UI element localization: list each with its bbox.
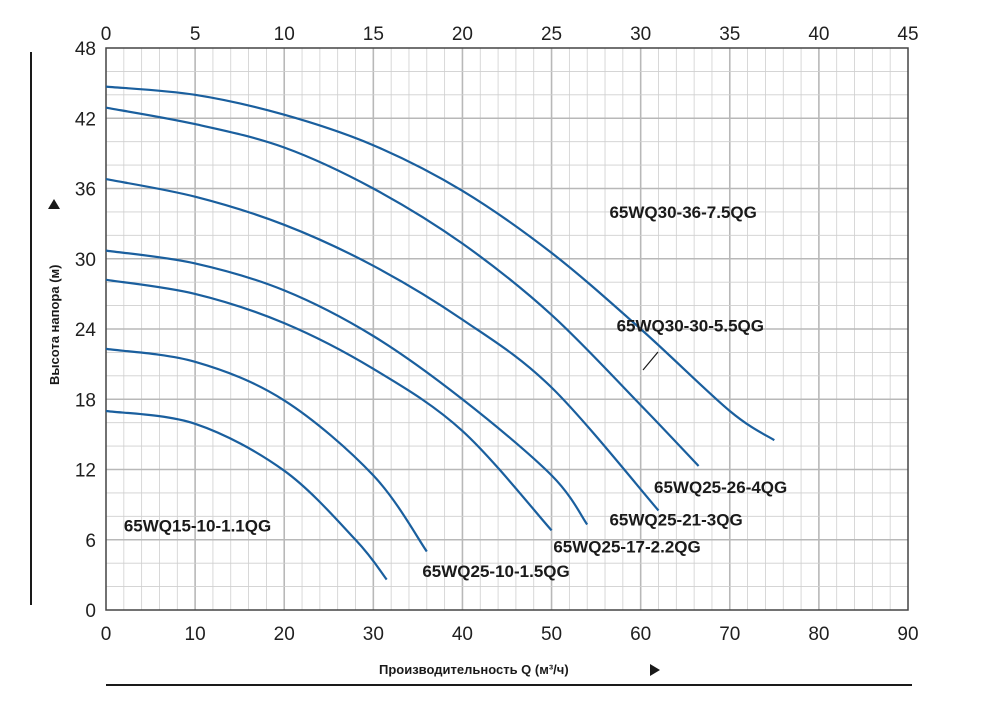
top-x-tick-label: 30 [630,24,651,45]
y-tick-label: 24 [75,320,97,341]
top-x-tick-label: 40 [808,24,829,45]
curve-65WQ25-21-3QG [105,249,589,526]
top-x-tick-label: 10 [274,24,295,45]
curve-labels: 65WQ30-36-7.5QG 65WQ30-30-5.5QG 65WQ25-26-… [124,203,787,581]
y-tick-label: 12 [75,461,96,482]
top-x-tick-label: 20 [452,24,473,45]
x-tick-label: 90 [897,624,918,645]
top-x-tick-label: 5 [190,24,201,45]
top-x-tick-label: 45 [897,24,918,45]
top-x-tick-label: 25 [541,24,562,45]
curve-label: 65WQ25-21-3QG [609,511,742,530]
curves [105,85,775,581]
x-axis-arrow-icon [650,664,660,676]
grid [106,48,908,610]
curve-65WQ25-10-1.5QG [105,347,428,553]
y-tick-label: 0 [85,601,96,622]
plot-frame [105,47,909,611]
x-tick-label: 70 [719,624,740,645]
top-x-tick-label: 35 [719,24,740,45]
top-x-tick-label: 15 [363,24,384,45]
y-tick-label: 42 [75,109,96,130]
x-tick-label: 20 [274,624,295,645]
tick-labels: 0 10 20 30 40 50 60 70 80 90 0 5 10 15 20 25 30 35 40 45 0 6 1… [75,24,919,645]
x-tick-label: 50 [541,624,562,645]
x-tick-label: 10 [185,624,206,645]
y-tick-label: 48 [75,39,96,60]
y-tick-label: 6 [85,531,96,552]
y-tick-label: 18 [75,390,96,411]
curve-label: 65WQ30-30-5.5QG [617,316,764,335]
x-tick-label: 40 [452,624,473,645]
curve-65WQ30-30-5.5QG [105,106,700,467]
x-axis-title: Производительность Q (м³/ч) [379,662,569,677]
curve-65WQ25-26-4QG [105,178,660,512]
y-tick-label: 30 [75,250,96,271]
x-tick-label: 80 [808,624,829,645]
y-axis-title: Высота напора (м) [47,265,62,385]
curve-label: 65WQ30-36-7.5QG [609,203,756,222]
curve-label: 65WQ25-26-4QG [654,478,787,497]
x-tick-label: 30 [363,624,384,645]
x-tick-label: 60 [630,624,651,645]
curve-label: 65WQ25-17-2.2QG [553,538,700,557]
curve-label: 65WQ15-10-1.1QG [124,517,271,536]
curve-65WQ25-17-2.2QG [105,278,553,532]
curve-65WQ30-36-7.5QG [105,85,775,442]
leader-line [642,351,659,371]
curve-label: 65WQ25-10-1.5QG [422,562,569,581]
curve-65WQ15-10-1.1QG [105,409,388,581]
y-tick-label: 36 [75,180,96,201]
y-axis-arrow-icon [48,199,60,209]
leader-lines [642,351,659,371]
x-tick-label: 0 [101,624,112,645]
top-x-tick-label: 0 [101,24,112,45]
